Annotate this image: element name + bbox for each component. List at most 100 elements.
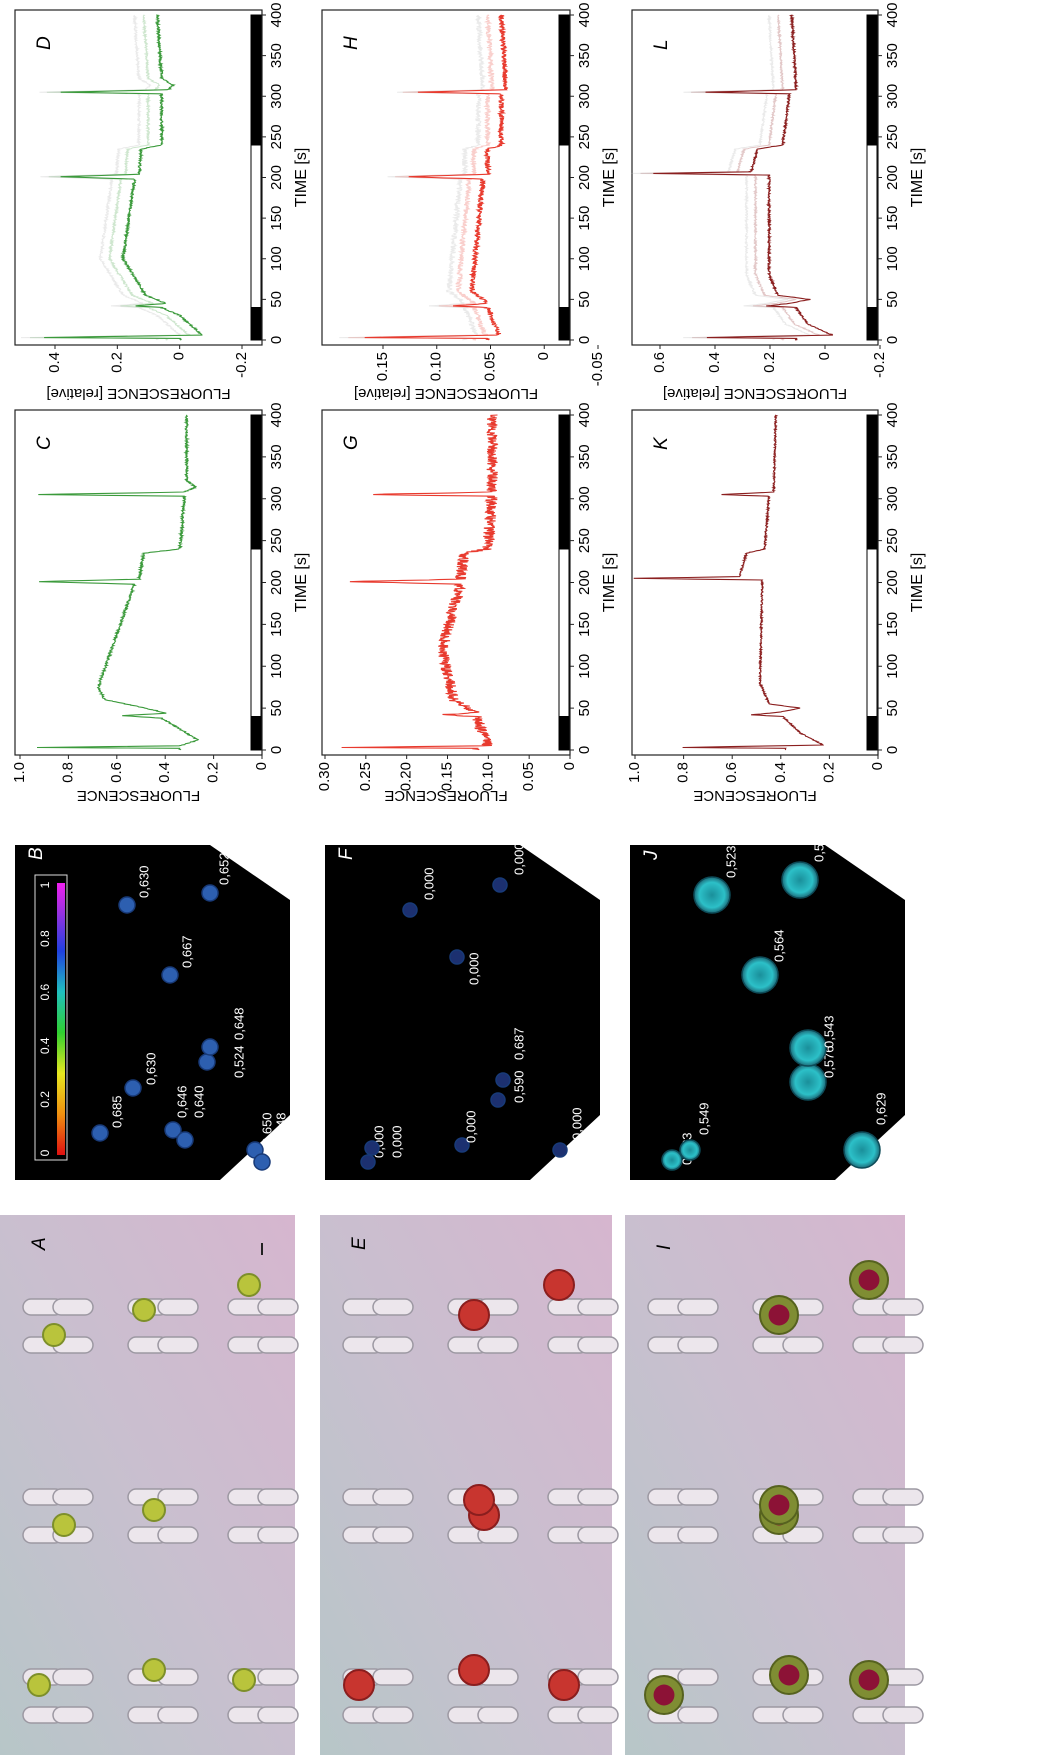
cell-value: 0,000 [421,867,436,900]
trace [364,14,509,341]
y-tick-label: 0 [253,762,270,770]
panel-letter: H [341,36,362,50]
y-tick-label: 0.6 [651,352,668,373]
cell [42,1323,66,1347]
cell-hook [577,1526,619,1544]
plot: 0 50 100 150 200 250 300 350 400 TIME [s] 1.0 0.8 0.… [11,402,310,804]
panel-letter: I [654,1244,675,1250]
cell-value: 0,650 [259,1112,274,1145]
x-tick-label: 150 [576,612,593,637]
cell-hook [882,1668,924,1686]
trace [339,14,487,341]
cell [364,1140,380,1156]
x-tick-label: 400 [576,402,593,427]
cell [543,1269,575,1301]
cell [679,1139,701,1161]
cell-hook [257,1488,299,1506]
x-tick-label: 400 [884,402,901,427]
cell [454,1137,470,1153]
y-axis-label: FLUORESCENCE [relative] [46,385,230,402]
y-tick-label: 0.6 [108,762,125,783]
micrograph: A [0,1215,299,1755]
cell-hook [372,1526,414,1544]
cell-hook [372,1298,414,1316]
x-tick-label: 300 [268,486,285,511]
cell-value: 0,000 [511,842,526,875]
x-tick-label: 50 [268,291,285,308]
light-dark-bar [866,144,878,308]
map-background [15,845,290,1180]
cell [402,902,418,918]
y-tick-label: -0.2 [871,352,888,378]
x-tick-label: 0 [268,336,285,344]
x-tick-label: 100 [884,246,901,271]
y-tick-label: 0.8 [59,762,76,783]
cell-hook [577,1668,619,1686]
cell [789,1029,827,1067]
y-tick-label: -0.05 [589,352,606,386]
y-axis-label: FLUORESCENCE [77,787,200,804]
cell-hook [257,1668,299,1686]
y-tick-label: 0.2 [108,352,125,373]
cell [492,877,508,893]
panel-letter: D [34,36,55,50]
cell-hook [677,1668,719,1686]
cell [463,1484,495,1516]
cell [27,1673,51,1697]
cell [693,876,731,914]
cell-core [768,1494,790,1516]
x-tick-label: 150 [884,206,901,231]
cell [237,1273,261,1297]
light-dark-bar [558,414,570,550]
x-axis-label: TIME [s] [909,148,926,208]
y-tick-label: 0.15 [438,762,455,791]
cell-hook [477,1526,519,1544]
y-axis-label: FLUORESCENCE [384,787,507,804]
cell-core [768,1304,790,1326]
plot-frame [631,409,879,756]
y-axis-label: FLUORESCENCE [relative] [663,385,847,402]
cell-hook [52,1706,94,1724]
cell-value: 0,640 [191,1085,206,1118]
cell-hook [52,1488,94,1506]
cell-value: 0,652 [216,852,231,885]
x-tick-label: 50 [576,291,593,308]
cell-core [858,1669,880,1691]
x-tick-label: 300 [576,486,593,511]
light-dark-bar [250,414,262,550]
cell-hook [577,1706,619,1724]
trace [341,414,499,751]
panel-letter: G [341,435,362,450]
cell-value: 0,543 [821,1015,836,1048]
cell-value: 0,000 [463,1110,478,1143]
x-tick-label: 0 [884,746,901,754]
cell-hook [157,1526,199,1544]
cell-value: 0,648 [231,1007,246,1040]
y-tick-label: 0.2 [205,762,222,783]
x-tick-label: 400 [268,402,285,427]
x-tick-label: 300 [884,84,901,109]
cell [176,1131,194,1149]
cell [843,1131,881,1169]
light-dark-bar [250,307,262,341]
trace [631,14,811,341]
y-tick-label: 0 [171,352,188,360]
trace [44,14,203,341]
y-tick-label: 0.15 [374,352,391,381]
x-tick-label: 300 [576,84,593,109]
cell [552,1142,568,1158]
y-tick-label: 0.10 [428,352,445,381]
y-tick-label: 0.20 [398,762,415,791]
x-axis-label: TIME [s] [601,553,618,613]
cell [124,1079,142,1097]
panel-letter: A [29,1237,50,1251]
trace [653,14,834,341]
x-tick-label: 350 [576,444,593,469]
cell [132,1298,156,1322]
x-tick-label: 0 [268,746,285,754]
light-dark-bar [250,144,262,308]
cell-hook [372,1488,414,1506]
plot: 0 50 100 150 200 250 300 350 400 TIME [s] 0.4 0.2 0 -… [14,2,310,402]
